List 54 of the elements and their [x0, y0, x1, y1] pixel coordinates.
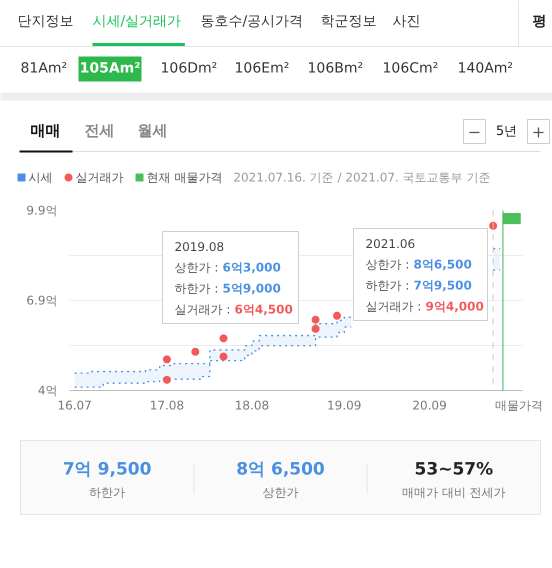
x-tick-label: 18.08	[234, 398, 270, 412]
y-tick-label: 9.9억	[26, 204, 58, 218]
legend-label: 실거래가	[76, 170, 124, 184]
text: −	[468, 122, 482, 142]
text: 월세	[138, 122, 168, 140]
point	[312, 324, 320, 333]
point	[162, 376, 171, 384]
text: 상한가	[262, 486, 298, 500]
x-tick-label: 17.08	[150, 398, 184, 412]
text: 단지정보	[18, 14, 74, 30]
point	[333, 312, 342, 320]
x-tick-label: 20.09	[412, 398, 447, 412]
point	[191, 348, 200, 356]
point	[162, 355, 171, 364]
y-tick-label: 4억	[38, 384, 58, 398]
text: 106Cm²	[382, 60, 438, 76]
text: 사진	[392, 14, 420, 30]
text: 5년	[496, 124, 518, 139]
text: 2021.07.16. 기준 / 2021.07. 국토교통부 기준	[233, 170, 490, 184]
y-tick-label: 6.9억	[26, 294, 58, 308]
annotation: 상한가 : 8억6,500	[366, 258, 472, 272]
annotation: 실거래가 : 6억4,500	[174, 302, 293, 316]
annotation: 2019.08	[174, 240, 224, 254]
annotation: 실거래가 : 9억4,000	[366, 300, 484, 314]
text: 동호수/공시가격	[200, 14, 304, 30]
annotation: 하한가 : 7억9,500	[366, 278, 472, 292]
text: 학군정보	[320, 14, 376, 30]
text: 106Bm²	[308, 60, 364, 76]
text: 106Dm²	[160, 60, 218, 76]
text: 106Em²	[234, 60, 290, 76]
text: 140Am²	[458, 60, 514, 76]
text: 105Am²	[80, 60, 140, 76]
point	[312, 316, 320, 324]
point	[220, 334, 228, 342]
text: 하한가	[89, 486, 126, 500]
text: 평	[532, 14, 546, 30]
text: 매매가 대비 전세가	[402, 486, 506, 500]
text: 81Am²	[20, 60, 68, 76]
x-tick-label: 19.09	[327, 398, 362, 412]
text: 전세	[84, 122, 114, 140]
text: 시세/실거래가	[92, 14, 182, 30]
text: 8억 6,500	[236, 460, 325, 480]
text: 7억 9,500	[62, 460, 152, 480]
point	[220, 352, 228, 361]
text: 매매	[30, 122, 60, 140]
text: +	[532, 122, 546, 142]
legend-label: 현재 매물가격	[146, 170, 222, 184]
x-tick-label: 16.07	[57, 398, 92, 412]
annotation: 2021.06	[366, 237, 416, 251]
legend-label: 시세	[28, 170, 52, 184]
annotation: 하한가 : 5억9,000	[174, 282, 281, 296]
text: 53~57%	[414, 460, 494, 480]
annotation: 상한가 : 6억3,000	[174, 260, 281, 274]
x-tick-label: 매물가격	[495, 398, 544, 412]
